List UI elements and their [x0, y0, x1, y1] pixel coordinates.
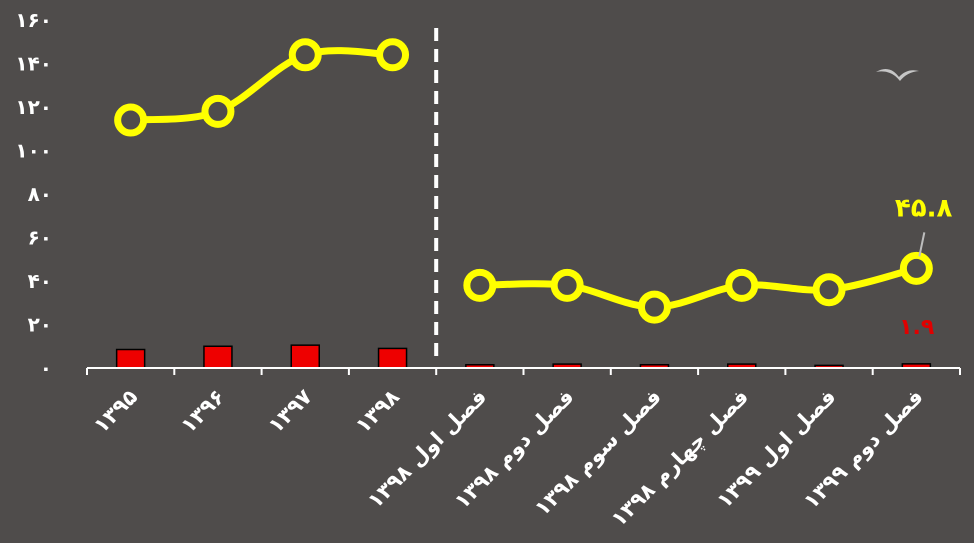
y-tick-label: ۱۲۰	[15, 95, 52, 119]
x-axis	[86, 367, 961, 375]
y-tick-label: ۱۰۰	[15, 139, 52, 163]
line-point	[725, 268, 759, 302]
line-point	[114, 103, 148, 137]
line-series	[114, 38, 933, 324]
line-segment	[127, 47, 397, 124]
y-tick-label: ۶۰	[28, 226, 52, 250]
line-point	[376, 38, 410, 72]
y-tick-label: ۸۰	[28, 182, 52, 206]
line-point	[812, 273, 846, 307]
line-segment	[476, 264, 920, 311]
line-point	[201, 94, 235, 128]
line-point	[288, 38, 322, 72]
data-label-line: ۴۵.۸	[895, 193, 953, 223]
y-tick-label: ۴۰	[28, 269, 52, 293]
y-axis-ticks: ۰ ۲۰ ۴۰ ۶۰ ۸۰ ۱۰۰ ۱۲۰ ۱۴۰ ۱۶۰	[15, 8, 52, 380]
line-point	[550, 268, 584, 302]
line-point	[899, 251, 933, 285]
bird-icon	[876, 68, 919, 81]
y-tick-label: ۱۴۰	[15, 52, 52, 76]
y-tick-label: ۰	[40, 356, 52, 380]
data-label-bar: ۱.۹	[899, 315, 934, 340]
y-tick-label: ۱۶۰	[15, 8, 52, 32]
data-labels: ۴۵.۸ ۱.۹	[895, 193, 953, 339]
x-tick-label: ۱۳۹۶	[176, 385, 229, 438]
y-tick-label: ۲۰	[28, 313, 52, 337]
line-point	[637, 290, 671, 324]
bar	[377, 347, 408, 369]
bar	[290, 344, 320, 369]
x-tick-label: ۱۳۹۸	[351, 384, 404, 437]
bar-series	[115, 344, 932, 369]
data-label-leader	[918, 232, 926, 257]
line-point	[463, 268, 497, 302]
bar	[115, 348, 146, 369]
bar	[203, 345, 233, 369]
x-tick-label: ۱۳۹۵	[89, 384, 142, 437]
x-tick-label: ۱۳۹۷	[264, 384, 317, 437]
